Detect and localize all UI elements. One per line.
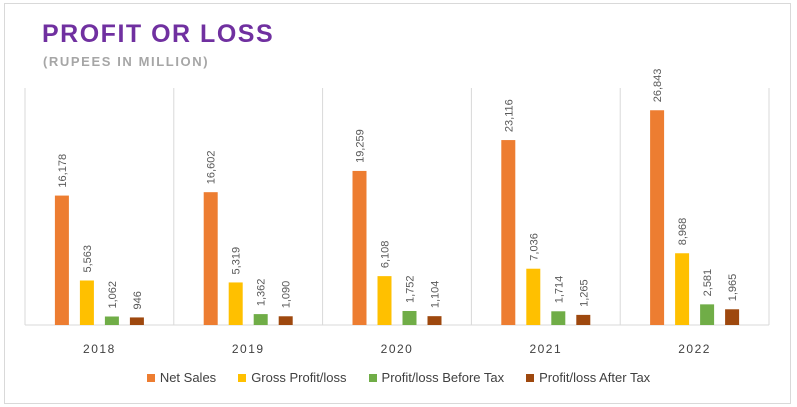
bar-2022-series-1 <box>650 110 665 325</box>
x-tick-label-2019: 2019 <box>232 342 265 356</box>
legend-label: Gross Profit/loss <box>251 370 347 385</box>
data-label-2021-series-2: 7,036 <box>528 233 540 261</box>
x-tick-label-2022: 2022 <box>678 342 711 356</box>
bar-2020-series-3 <box>402 310 417 325</box>
bar-2021-series-4 <box>576 314 591 325</box>
data-label-2020-series-4: 1,104 <box>430 281 442 309</box>
data-label-2020-series-1: 19,259 <box>355 129 367 163</box>
legend-item-4: Profit/loss After Tax <box>526 370 650 385</box>
x-tick-label-2021: 2021 <box>529 342 562 356</box>
data-label-2021-series-3: 1,714 <box>553 276 565 304</box>
data-label-2022-series-4: 1,965 <box>727 274 739 302</box>
bar-2021-series-2 <box>526 268 541 325</box>
bar-2020-series-2 <box>377 276 392 325</box>
data-label-2020-series-2: 6,108 <box>380 241 392 269</box>
data-label-2021-series-1: 23,116 <box>503 99 515 132</box>
x-tick-label-2018: 2018 <box>83 342 116 356</box>
bar-2022-series-3 <box>700 304 715 325</box>
legend-swatch <box>368 373 377 382</box>
bar-2019-series-4 <box>278 316 293 325</box>
data-label-2019-series-1: 16,602 <box>206 151 218 185</box>
chart-title: PROFIT OR LOSS <box>42 20 275 48</box>
legend-label: Profit/loss After Tax <box>539 370 651 385</box>
data-label-2022-series-3: 2,581 <box>702 269 714 297</box>
data-label-2020-series-3: 1,752 <box>405 275 417 303</box>
data-label-2018-series-1: 16,178 <box>57 154 69 188</box>
bar-2019-series-2 <box>228 282 243 325</box>
bar-2018-series-4 <box>129 317 144 325</box>
data-label-2022-series-1: 26,843 <box>652 69 664 103</box>
data-label-2022-series-2: 8,968 <box>677 218 689 246</box>
legend-item-3: Profit/loss Before Tax <box>368 370 505 385</box>
legend-label: Net Sales <box>159 370 217 385</box>
bar-2021-series-1 <box>501 140 516 325</box>
data-label-2018-series-4: 946 <box>132 291 144 309</box>
data-label-2018-series-2: 5,563 <box>82 245 94 273</box>
bar-2018-series-2 <box>79 280 94 325</box>
data-label-2021-series-4: 1,265 <box>578 279 590 307</box>
bar-2018-series-1 <box>54 195 69 325</box>
data-label-2018-series-3: 1,062 <box>107 281 119 309</box>
chart-legend: Net Sales Gross Profit/loss Profit/loss Be… <box>0 370 797 385</box>
bar-2020-series-1 <box>352 170 367 325</box>
data-label-2019-series-2: 5,319 <box>231 247 243 275</box>
legend-swatch <box>526 373 535 382</box>
bar-2019-series-3 <box>253 314 268 325</box>
legend-item-2: Gross Profit/loss <box>238 370 347 385</box>
bar-2018-series-3 <box>104 316 119 325</box>
bar-2020-series-4 <box>427 316 442 325</box>
chart-frame <box>4 3 791 404</box>
data-label-2019-series-4: 1,090 <box>281 281 293 309</box>
legend-swatch <box>238 373 247 382</box>
legend-item-1: Net Sales <box>146 370 217 385</box>
bar-2022-series-2 <box>675 253 690 325</box>
chart-subtitle: (RUPEES IN MILLION) <box>43 54 210 69</box>
legend-label: Profit/loss Before Tax <box>381 370 505 385</box>
bar-2019-series-1 <box>203 192 218 325</box>
data-label-2019-series-3: 1,362 <box>256 279 268 307</box>
x-tick-label-2020: 2020 <box>381 342 414 356</box>
bar-2021-series-3 <box>551 311 566 325</box>
bar-2022-series-4 <box>725 309 740 325</box>
legend-swatch <box>146 373 155 382</box>
